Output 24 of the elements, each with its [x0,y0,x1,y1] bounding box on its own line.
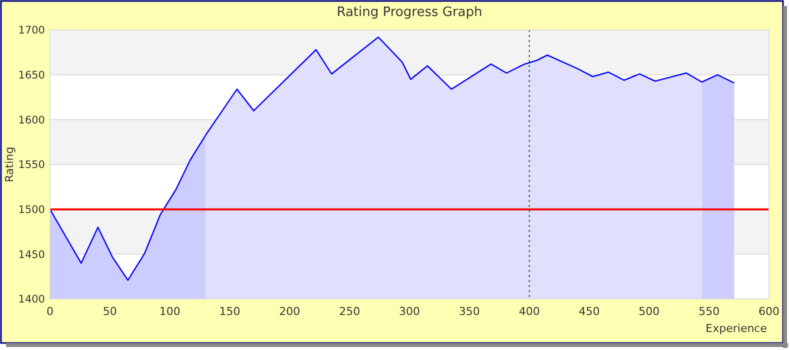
y-tick-label: 1600 [18,114,45,126]
y-axis-title: Rating [3,146,16,182]
x-tick-label: 350 [458,305,480,318]
x-tick-label: 300 [399,305,420,318]
x-tick-label: 50 [102,305,117,318]
chart-title: Rating Progress Graph [336,5,482,20]
x-tick-label: 250 [339,305,360,318]
x-tick-label: 0 [46,305,54,318]
x-tick-label: 450 [578,305,600,318]
y-tick-label: 1450 [18,248,45,261]
x-tick-label: 600 [758,305,780,318]
x-tick-label: 500 [638,305,660,318]
x-axis-title: Experience [706,322,768,335]
x-tick-label: 150 [219,305,240,318]
y-tick-label: 1400 [18,294,45,306]
x-tick-label: 550 [698,305,720,318]
y-tick-label: 1550 [18,159,45,172]
y-tick-label: 1650 [18,70,45,82]
x-tick-label: 200 [279,305,300,318]
y-tick-label: 1500 [18,204,45,216]
x-tick-label: 400 [518,305,540,318]
y-tick-label: 1700 [18,24,45,37]
line-series [49,36,735,281]
x-tick-label: 100 [159,305,180,318]
